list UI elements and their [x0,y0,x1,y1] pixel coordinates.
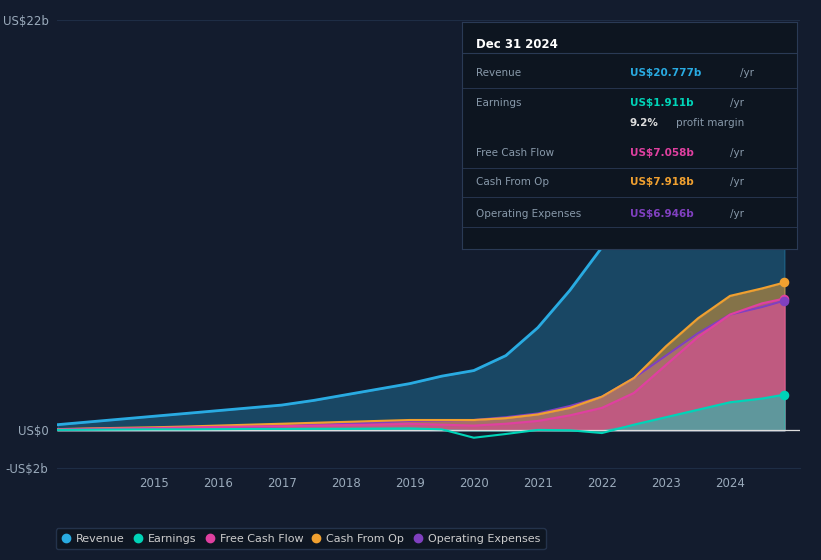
Point [777,278,791,287]
Text: 9.2%: 9.2% [630,118,658,128]
Text: /yr: /yr [730,178,744,187]
Legend: Revenue, Earnings, Free Cash Flow, Cash From Op, Operating Expenses: Revenue, Earnings, Free Cash Flow, Cash … [56,528,546,549]
Text: /yr: /yr [741,68,754,78]
Text: US$6.946b: US$6.946b [630,209,694,219]
Text: US$7.058b: US$7.058b [630,148,694,158]
Text: US$7.918b: US$7.918b [630,178,694,187]
Point [777,296,791,305]
Text: /yr: /yr [730,209,744,219]
Text: Revenue: Revenue [475,68,521,78]
Text: profit margin: profit margin [676,118,744,128]
Text: Operating Expenses: Operating Expenses [475,209,581,219]
Text: Cash From Op: Cash From Op [475,178,548,187]
Text: /yr: /yr [730,148,744,158]
Text: US$20.777b: US$20.777b [630,68,701,78]
Text: Free Cash Flow: Free Cash Flow [475,148,553,158]
Text: US$1.911b: US$1.911b [630,98,693,108]
Point [777,294,791,303]
Text: Earnings: Earnings [475,98,521,108]
Text: /yr: /yr [730,98,744,108]
Point [777,38,791,47]
Text: Dec 31 2024: Dec 31 2024 [475,38,557,52]
Point [777,390,791,399]
